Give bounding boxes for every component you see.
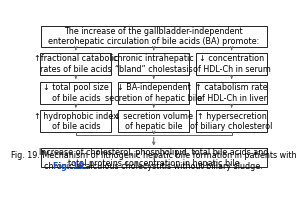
Text: Increase of cholesterol, phospholipid, total bile acids and
total proteins conce: Increase of cholesterol, phospholipid, t… [39,148,268,168]
Bar [41,26,266,47]
Text: ↓ BA-independent
secretion of hepatic bile: ↓ BA-independent secretion of hepatic bi… [105,83,202,102]
Bar [41,148,266,167]
Bar [40,82,111,104]
Text: The increase of the gallbladder-independent
enterohepatic circulation of bile ac: The increase of the gallbladder-independ… [48,27,260,46]
Text: ↑fractional catabolic
rates of bile acids: ↑fractional catabolic rates of bile acid… [34,54,118,74]
Bar [40,53,111,75]
Text: ↑ hypersecretion
of biliary cholesterol: ↑ hypersecretion of biliary cholesterol [190,112,273,131]
Bar [196,82,267,104]
Text: ↓ concentration
of HDL-Ch in serum: ↓ concentration of HDL-Ch in serum [193,54,271,74]
Text: ↑ hydrophobic index
of bile acids: ↑ hydrophobic index of bile acids [34,112,118,131]
Bar [196,53,267,75]
Text: Fig. 19. Mechanism of lithogenic hepatic bile formation in patients with
chronic: Fig. 19. Mechanism of lithogenic hepatic… [11,151,296,171]
Text: ↓ secretion volume
of hepatic bile: ↓ secretion volume of hepatic bile [114,112,193,131]
Text: ↓ total pool size
of bile acids: ↓ total pool size of bile acids [43,83,109,102]
Bar [118,53,189,75]
Text: chronic intrahepatic
“bland” cholestasis: chronic intrahepatic “bland” cholestasis [113,54,194,74]
Bar [40,111,111,132]
Bar [196,111,267,132]
Text: ↑ catabolism rate
of HDL-Ch in liver: ↑ catabolism rate of HDL-Ch in liver [195,83,268,102]
Bar [118,111,189,132]
Bar [118,82,189,104]
Text: Fig. 19.: Fig. 19. [53,162,87,171]
